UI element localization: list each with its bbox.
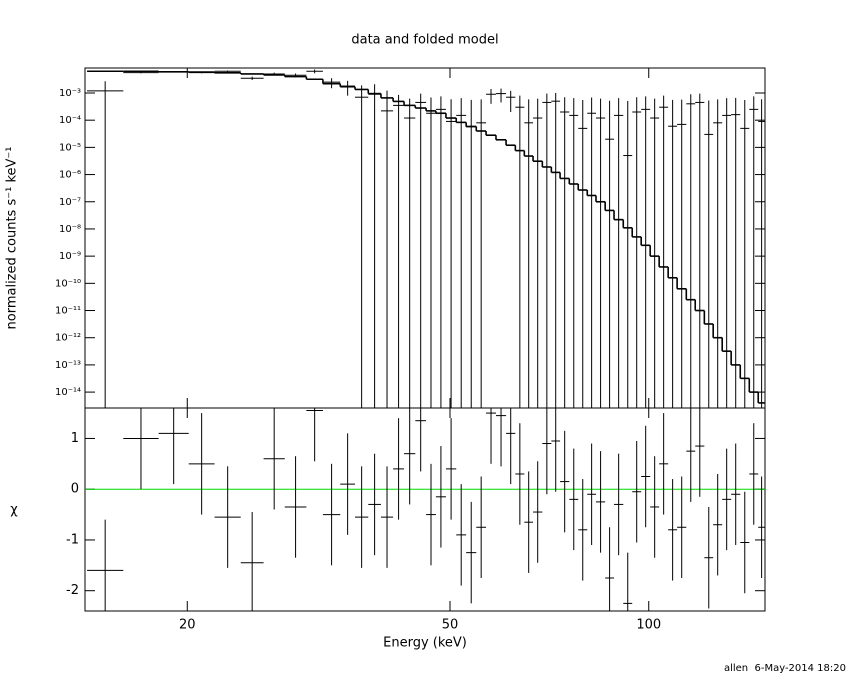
y-tick-label: 1 [71,431,79,446]
y-tick-label: 10⁻⁴ [59,115,81,126]
footer: allen 6-May-2014 18:20 [724,663,846,674]
y-tick-label: 10⁻⁸ [59,224,81,235]
y-tick-label: 10⁻¹² [55,333,81,344]
y-tick-label: 10⁻⁶ [59,170,81,181]
y-tick-label: -1 [66,532,79,547]
y-tick-label: 10⁻¹⁴ [55,387,81,398]
y-tick-label: 10⁻³ [59,88,81,99]
frame [84,67,766,612]
x-tick-label: 50 [442,618,459,633]
top-y-axis-label: normalized counts s⁻¹ keV⁻¹ [5,147,20,330]
y-tick-label: 10⁻¹³ [55,360,81,371]
y-tick-label: -2 [66,583,79,598]
y-tick-label: 10⁻⁹ [59,251,81,262]
x-tick-label: 100 [636,618,661,633]
chart-title: data and folded model [351,33,498,48]
x-tick-label: 20 [179,618,196,633]
y-tick-label: 0 [71,482,79,497]
y-tick-label: 10⁻¹¹ [55,306,81,317]
y-tick-label: 10⁻¹⁰ [55,278,81,289]
bottom-y-axis-label: χ [10,503,18,518]
y-tick-label: 10⁻⁷ [59,197,81,208]
x-axis-label: Energy (keV) [383,636,467,651]
y-tick-label: 10⁻⁵ [59,142,81,153]
